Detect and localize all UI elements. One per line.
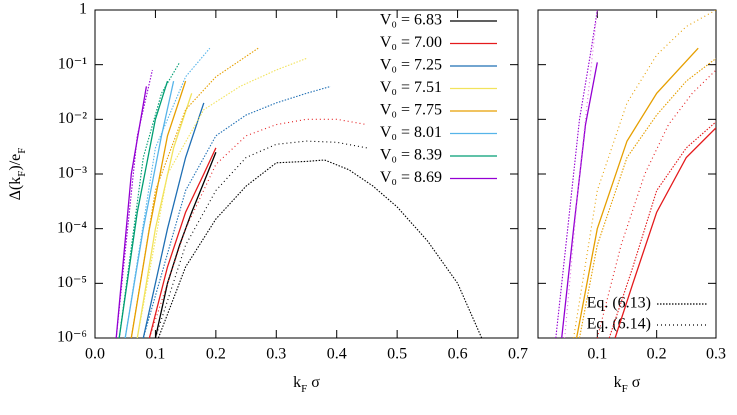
curve-sparse [154, 140, 368, 338]
label-part: )/e [7, 154, 24, 171]
curve-dense [136, 57, 307, 338]
x-axis-label: kF σ [614, 374, 641, 395]
y-tick-label: 10⁻¹ [58, 55, 87, 72]
x-tick-label: 0.6 [448, 346, 468, 363]
legend-label: V₀ = 8.69 [380, 169, 442, 186]
curve-solid [142, 102, 205, 338]
plot-frame [94, 9, 519, 339]
x-tick-label: 0.3 [266, 346, 286, 363]
curve-solid [561, 62, 598, 338]
legend-label: V₀ = 6.83 [380, 12, 442, 29]
x-tick-label: 0.4 [327, 346, 347, 363]
x-tick-label: 0.3 [706, 346, 726, 363]
label-subscript: F [301, 383, 307, 395]
y-tick-label: 10⁻³ [58, 165, 87, 182]
curve-solid [115, 86, 148, 338]
curves [115, 47, 483, 338]
x-tick-label: 0.0 [85, 346, 105, 363]
curves [555, 10, 716, 338]
legend-label: V₀ = 7.25 [380, 57, 442, 74]
curve-dense [142, 85, 331, 338]
curve-dense [130, 47, 259, 338]
legend-label: V₀ = 7.75 [380, 102, 442, 119]
curve-dense [124, 47, 211, 338]
curve-sparse [573, 10, 716, 338]
curve-solid [148, 147, 217, 338]
curve-solid [154, 151, 217, 338]
legend-label: V₀ = 7.00 [380, 34, 442, 51]
curve-solid [130, 80, 187, 338]
label-subscript: F [622, 383, 628, 395]
x-tick-label: 0.1 [587, 346, 607, 363]
curve-dense [608, 121, 716, 338]
curve-dense [555, 10, 598, 338]
label-subscript: F [16, 148, 28, 154]
curve-dense [578, 57, 716, 338]
legend-label: V₀ = 8.01 [380, 124, 442, 141]
y-tick-label: 1 [79, 1, 87, 18]
curve-sparse [564, 10, 598, 338]
label-part: k [614, 374, 622, 391]
curve-dense [118, 62, 181, 338]
plot-area: 10⁻⁶ 10⁻⁵ 10⁻⁴ 10⁻³ 10⁻² 10⁻¹ 1 0.0 0.1 0.2 0.3 0.4… [7, 1, 528, 395]
x-axis-label: kF σ [293, 374, 320, 395]
curve-solid [118, 80, 169, 338]
x-tick-label: 0.2 [647, 346, 667, 363]
legend-label: Eq. (6.14) [587, 316, 651, 333]
y-axis-label: Δ(kF)/eF [7, 148, 28, 201]
legend-label: Eq. (6.13) [587, 295, 651, 312]
y-tick-label: 10⁻⁶ [57, 329, 87, 346]
plot-frame [537, 9, 717, 339]
curve-dense [157, 159, 483, 338]
legend-label: V₀ = 8.39 [380, 147, 442, 164]
plot-area: 0.1 0.2 0.3 kF σ Eq. (6.13) Eq. (6.14) [537, 9, 726, 395]
curve-solid [136, 93, 193, 338]
x-tick-label: 0.2 [206, 346, 226, 363]
y-tick-label: 10⁻⁵ [57, 274, 87, 291]
curve-sparse [148, 118, 367, 338]
curve-solid [614, 127, 716, 338]
label-subscript: F [16, 171, 28, 177]
curve-solid [124, 80, 175, 338]
legend-label: V₀ = 7.51 [380, 79, 442, 96]
y-tick-label: 10⁻⁴ [57, 219, 87, 236]
label-part: σ [628, 374, 641, 391]
label-part: k [293, 374, 301, 391]
label-part: Δ(k [7, 177, 24, 201]
x-tick-label: 0.5 [387, 346, 407, 363]
label-part: σ [307, 374, 320, 391]
x-tick-label: 0.1 [145, 346, 165, 363]
x-tick-label: 0.7 [508, 346, 528, 363]
y-tick-label: 10⁻² [58, 110, 87, 127]
curve-solid [575, 47, 699, 338]
